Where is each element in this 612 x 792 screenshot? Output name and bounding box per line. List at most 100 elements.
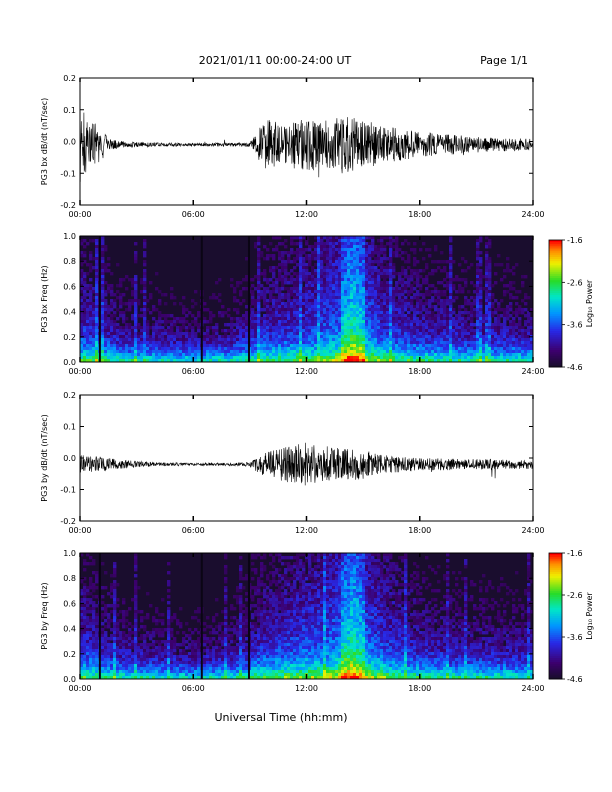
spectrogram-cell	[89, 562, 93, 566]
spectrogram-cell	[335, 260, 339, 264]
spectrogram-cell	[446, 308, 450, 312]
spectrogram-cell	[143, 317, 147, 321]
spectrogram-cell	[293, 278, 297, 282]
y-tick-label: -0.2	[60, 201, 76, 210]
spectrogram-cell	[374, 332, 378, 336]
spectrogram-cell	[116, 625, 120, 629]
spectrogram-cell	[515, 296, 519, 300]
spectrogram-cell	[383, 245, 387, 249]
spectrogram-cell	[479, 263, 483, 267]
spectrogram-cell	[236, 329, 240, 333]
spectrogram-cell	[113, 598, 117, 602]
spectrogram-cell	[449, 284, 453, 288]
spectrogram-cell	[260, 353, 264, 357]
spectrogram-cell	[491, 296, 495, 300]
spectrogram-cell	[326, 356, 330, 360]
spectrogram-cell	[359, 257, 363, 261]
spectrogram-cell	[278, 311, 282, 315]
spectrogram-cell	[479, 302, 483, 306]
spectrogram-cell	[119, 356, 123, 360]
spectrogram-cell	[413, 269, 417, 273]
spectrogram-cell	[89, 658, 93, 662]
spectrogram-cell	[470, 329, 474, 333]
spectrogram-cell	[485, 263, 489, 267]
spectrogram-cell	[137, 323, 141, 327]
spectrogram-cell	[110, 326, 114, 330]
spectrogram-cell	[281, 311, 285, 315]
spectrogram-cell	[320, 335, 324, 339]
spectrogram-cell	[509, 284, 513, 288]
spectrogram-cell	[125, 350, 129, 354]
spectrogram-cell	[311, 305, 315, 309]
spectrogram-cell	[365, 269, 369, 273]
spectrogram-cell	[92, 347, 96, 351]
spectrogram-cell	[314, 311, 318, 315]
spectrogram-cell	[212, 356, 216, 360]
colorbar-swatch	[549, 269, 562, 273]
spectrogram-cell	[101, 341, 105, 345]
spectrogram-cell	[140, 667, 144, 671]
spectrogram-cell	[458, 290, 462, 294]
spectrogram-cell	[395, 284, 399, 288]
spectrogram-cell	[101, 655, 105, 659]
spectrogram-cell	[116, 338, 120, 342]
spectrogram-cell	[173, 296, 177, 300]
spectrogram-cell	[203, 341, 207, 345]
spectrogram-cell	[377, 281, 381, 285]
spectrogram-cell	[431, 350, 435, 354]
spectrogram-cell	[479, 329, 483, 333]
spectrogram-cell	[524, 359, 528, 362]
spectrogram-cell	[428, 320, 432, 324]
spectrogram-cell	[431, 356, 435, 360]
spectrogram-cell	[314, 248, 318, 252]
spectrogram-cell	[329, 311, 333, 315]
spectrogram-cell	[485, 341, 489, 345]
spectrogram-cell	[224, 311, 228, 315]
spectrogram-cell	[161, 314, 165, 318]
spectrogram-cell	[413, 257, 417, 261]
spectrogram-cell	[116, 649, 120, 653]
spectrogram-cell	[407, 332, 411, 336]
spectrogram-cell	[419, 329, 423, 333]
spectrogram-cell	[293, 299, 297, 303]
spectrogram-cell	[398, 272, 402, 276]
spectrogram-cell	[323, 359, 327, 362]
spectrogram-cell	[95, 616, 99, 620]
spectrogram-cell	[362, 350, 366, 354]
spectrogram-cell	[89, 350, 93, 354]
spectrogram-cell	[80, 317, 84, 321]
spectrogram-cell	[476, 359, 480, 362]
spectrogram-cell	[305, 299, 309, 303]
x-tick-label: 06:00	[182, 526, 205, 535]
spectrogram-cell	[299, 278, 303, 282]
spectrogram-cell	[407, 299, 411, 303]
spectrogram-cell	[125, 676, 129, 679]
spectrogram-cell	[503, 332, 507, 336]
spectrogram-cell	[119, 338, 123, 342]
spectrogram-cell	[179, 350, 183, 354]
spectrogram-cell	[362, 242, 366, 246]
spectrogram-cell	[176, 353, 180, 357]
spectrogram-cell	[347, 314, 351, 318]
spectrogram-cell	[470, 302, 474, 306]
spectrogram-cell	[311, 344, 315, 348]
spectrogram-cell	[80, 326, 84, 330]
spectrogram-cell	[398, 293, 402, 297]
spectrogram-cell	[182, 338, 186, 342]
spectrogram-cell	[479, 332, 483, 336]
spectrogram-cell	[203, 347, 207, 351]
spectrogram-cell	[245, 326, 249, 330]
colorbar-swatch	[549, 261, 562, 264]
spectrogram-cell	[272, 269, 276, 273]
spectrogram-cell	[356, 341, 360, 345]
spectrogram-cell	[134, 592, 138, 596]
spectrogram-cell	[251, 326, 255, 330]
spectrogram-cell	[446, 335, 450, 339]
spectrogram-cell	[434, 323, 438, 327]
spectrogram-cell	[128, 308, 132, 312]
spectrogram-cell	[458, 359, 462, 362]
spectrogram-cell	[365, 287, 369, 291]
spectrogram-cell	[356, 293, 360, 297]
spectrogram-cell	[443, 293, 447, 297]
spectrogram-cell	[494, 347, 498, 351]
